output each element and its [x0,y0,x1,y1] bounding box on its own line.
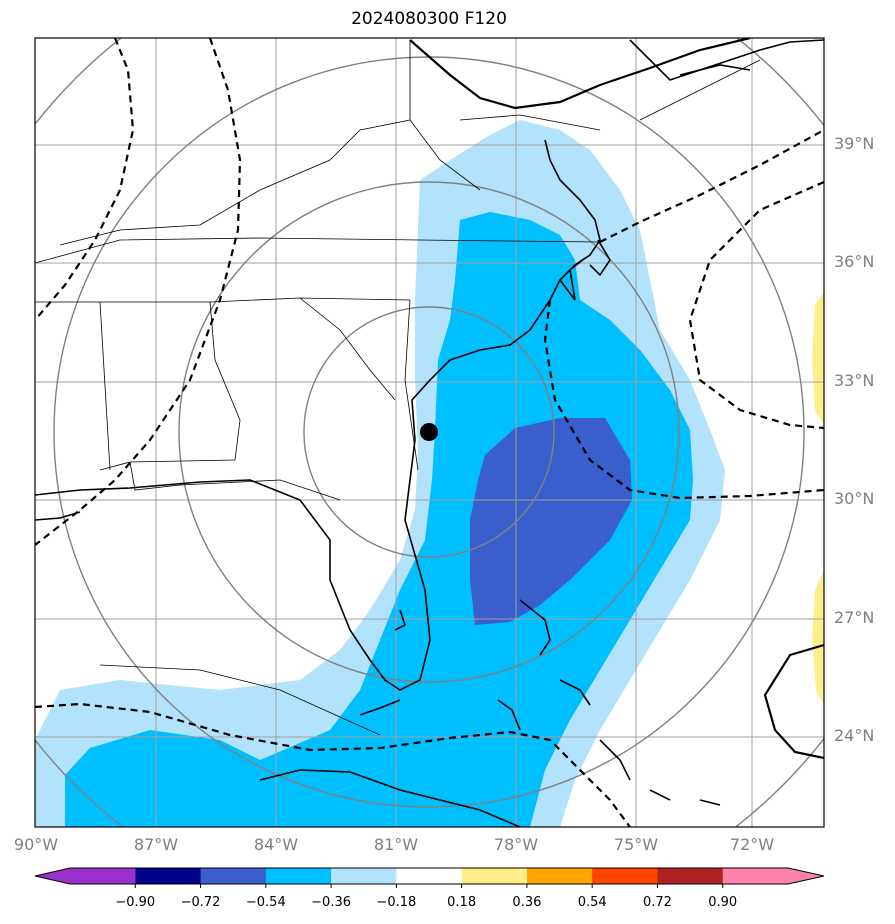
lon-label-78w: 78°W [493,835,539,854]
lon-label-87w: 87°W [133,835,179,854]
shade-positive-region-2 [812,570,824,705]
colorbar-segment-2 [200,868,267,884]
colorbar-outline [34,867,825,885]
colorbar-segment-9 [657,868,724,884]
lat-label-24n: 24°N [834,726,875,745]
solid-contours [409,38,824,760]
colorbar-tick-label: −0.18 [376,895,417,910]
colorbar-tick-label: −0.54 [245,895,286,910]
shade-mid-region [65,212,693,827]
map-title: 2024080300 F120 [351,9,507,29]
lon-label-75w: 75°W [613,835,659,854]
storm-center-marker [420,423,438,441]
lon-label-72w: 72°W [729,835,775,854]
colorbar-segment-5 [396,868,463,884]
lon-label-84w: 84°W [253,835,299,854]
lat-label-30n: 30°N [834,489,875,508]
colorbar-tick-label: 0.18 [447,895,477,910]
colorbar-segment-11 [788,868,824,884]
colorbar-tick-label: 0.36 [512,895,542,910]
colorbar-segment-6 [461,868,528,884]
colorbar-tick-label: 0.72 [642,895,672,910]
lon-label-81w: 81°W [373,835,419,854]
lat-label-39n: 39°N [834,134,875,153]
shade-positive-region-1 [812,292,824,425]
lat-label-36n: 36°N [834,252,875,271]
graticule [35,38,824,827]
lat-label-27n: 27°N [834,608,875,627]
lat-label-33n: 33°N [834,371,875,390]
colorbar-segment-1 [135,868,202,884]
colorbar-segment-10 [722,868,789,884]
lon-label-90w: 90°W [13,835,59,854]
colorbar-segment-4 [331,868,397,884]
colorbar-segment-8 [592,868,658,884]
shade-dark-region [470,418,632,625]
state-boundaries [35,40,761,736]
colorbar-segment-0 [35,868,136,884]
colorbar-tick-label: −0.90 [115,895,156,910]
colorbar-tick-label: 0.90 [708,895,738,910]
colorbar-tick-label: −0.36 [311,895,351,910]
colorbar-segment-7 [526,868,593,884]
colorbar-segment-3 [265,868,332,884]
dashed-contours [35,38,824,827]
colorbar-tick-label: 0.54 [577,895,607,910]
map-frame [34,37,825,828]
colorbar-tick-label: −0.72 [180,895,221,910]
